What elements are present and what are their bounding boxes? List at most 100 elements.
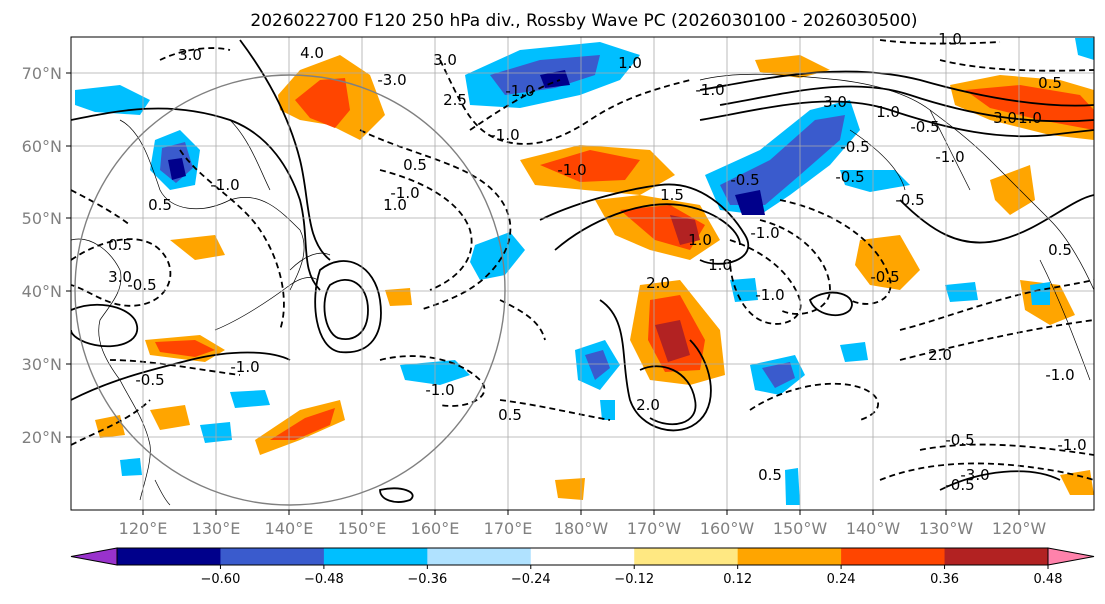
map-panel: 3.0 4.0-1.0-3.03.00.51.0-1.02.5-1.0-1.00.… <box>70 30 1095 511</box>
contour-label: 1.0 <box>938 30 962 48</box>
colorbar-tick-label: −0.12 <box>614 572 654 587</box>
contour-labels: 3.0 4.0-1.0-3.03.00.51.0-1.02.5-1.0-1.00.… <box>108 30 1087 494</box>
latitude-axis: 70°N 60°N 50°N 40°N 30°N 20°N <box>22 64 71 447</box>
lon-tick-label: 160°W <box>700 519 755 538</box>
lat-tick-label: 20°N <box>22 428 62 447</box>
contour-label: 3.0 <box>178 46 202 64</box>
contour-label: -1.0 <box>505 82 534 100</box>
contour-label: 1.0 <box>708 256 732 274</box>
colorbar-tick-label: −0.48 <box>304 572 344 587</box>
contour-label: 0.5 <box>498 406 522 424</box>
contour-label: -3.0 <box>377 71 406 89</box>
contour-label: -1.0 <box>750 224 779 242</box>
colorbar-cells <box>70 547 1095 566</box>
contour-label: 1.0 <box>876 103 900 121</box>
contour-label: -1.0 <box>1057 436 1086 454</box>
contour-label: -0.5 <box>910 118 939 136</box>
colorbar-extend-low <box>70 547 118 566</box>
lon-tick-label: 170°W <box>627 519 682 538</box>
contour-label: -1.0 <box>210 176 239 194</box>
contour-label: -1.0 <box>425 381 454 399</box>
map-frame <box>70 36 1095 511</box>
lat-tick-label: 60°N <box>22 137 62 156</box>
contour-label: -1.0 <box>230 358 259 376</box>
lon-tick-label: 160°E <box>411 519 460 538</box>
contour-label: 4.0 <box>300 44 324 62</box>
contour-label: 0.5 <box>148 196 172 214</box>
contour-label: 1.0 <box>1018 109 1042 127</box>
contour-label: -3.0 <box>960 466 989 484</box>
contour-label: -0.5 <box>730 171 759 189</box>
contour-label: -0.5 <box>945 431 974 449</box>
contour-label: -1.0 <box>755 286 784 304</box>
contour-label: 3.0 <box>433 51 457 69</box>
graticule <box>71 37 1094 510</box>
contour-label: 0.5 <box>1048 241 1072 259</box>
colorbar-cell <box>220 548 325 565</box>
div-positive-core <box>295 78 350 128</box>
contour-label: -0.5 <box>135 371 164 389</box>
contour-label: 1.0 <box>383 196 407 214</box>
contour-label: 0.5 <box>1038 74 1062 92</box>
contour-label: 1.0 <box>688 231 712 249</box>
lat-tick-label: 50°N <box>22 209 62 228</box>
lon-tick-label: 130°W <box>919 519 974 538</box>
contour-label: 2.5 <box>443 91 467 109</box>
lon-tick-label: 140°W <box>846 519 901 538</box>
lon-tick-label: 130°E <box>192 519 241 538</box>
lon-tick-label: 180°W <box>554 519 609 538</box>
lon-tick-label: 120°E <box>119 519 168 538</box>
contour-label: -0.5 <box>835 168 864 186</box>
contour-label: -0.5 <box>895 191 924 209</box>
colorbar-tick-label: −0.60 <box>201 572 241 587</box>
contour-label: -0.5 <box>840 138 869 156</box>
lon-tick-label: 150°W <box>773 519 828 538</box>
reference-circle <box>74 74 506 506</box>
contour-label: -1.0 <box>390 184 419 202</box>
colorbar-extend-high <box>1047 547 1095 566</box>
lon-tick-label: 120°W <box>992 519 1047 538</box>
colorbar-cell <box>323 548 428 565</box>
colorbar: −0.60 −0.48 −0.36 −0.24 −0.12 0.12 0.24 0.36 0.4… <box>70 547 1095 587</box>
colorbar-tick-label: 0.12 <box>723 572 752 587</box>
colorbar-cell <box>117 548 221 565</box>
colorbar-tick-label: 0.24 <box>827 572 856 587</box>
lon-tick-label: 140°E <box>265 519 314 538</box>
lat-tick-label: 30°N <box>22 355 62 374</box>
contour-label: 1.0 <box>618 54 642 72</box>
lon-tick-label: 150°E <box>338 519 387 538</box>
contour-label: 0.5 <box>403 156 427 174</box>
contour-label: 3.0 <box>993 109 1017 127</box>
contour-label: -1.0 <box>557 161 586 179</box>
lon-tick-label: 170°E <box>484 519 533 538</box>
contour-label: 2.0 <box>636 396 660 414</box>
colorbar-tick-label: −0.36 <box>407 572 447 587</box>
contour-label: 3.0 <box>823 93 847 111</box>
lat-tick-label: 40°N <box>22 282 62 301</box>
contour-label: -0.5 <box>945 476 974 494</box>
colorbar-tick-label: 0.36 <box>930 572 959 587</box>
figure-title: 2026022700 F120 250 hPa div., Rossby Wav… <box>250 11 917 31</box>
colorbar-cell <box>944 548 1049 565</box>
colorbar-tick-label: −0.24 <box>511 572 551 587</box>
contour-label: 3.0 <box>108 268 132 286</box>
contour-label: -0.5 <box>127 276 156 294</box>
lat-tick-label: 70°N <box>22 64 62 83</box>
contour-label: 0.5 <box>758 466 782 484</box>
longitude-axis: 120°E 130°E 140°E 150°E 160°E 170°E 180°W 170°W… <box>119 510 1047 538</box>
colorbar-cell <box>634 548 739 565</box>
colorbar-tick-label: 0.48 <box>1034 572 1063 587</box>
contour-label: -1.0 <box>490 126 519 144</box>
colorbar-frame <box>116 547 1049 566</box>
colorbar-cell <box>737 548 842 565</box>
colorbar-ticks: −0.60 −0.48 −0.36 −0.24 −0.12 0.12 0.24 0.36 0.4… <box>201 565 1063 587</box>
contour-label: -1.0 <box>935 148 964 166</box>
coastlines <box>71 73 1094 506</box>
contour-label: 0.5 <box>108 236 132 254</box>
contour-label: -1.0 <box>695 81 724 99</box>
contour-label: -0.5 <box>870 268 899 286</box>
rossby-contours <box>71 39 1094 503</box>
colorbar-cell <box>427 548 532 565</box>
contour-label: 1.5 <box>660 186 684 204</box>
